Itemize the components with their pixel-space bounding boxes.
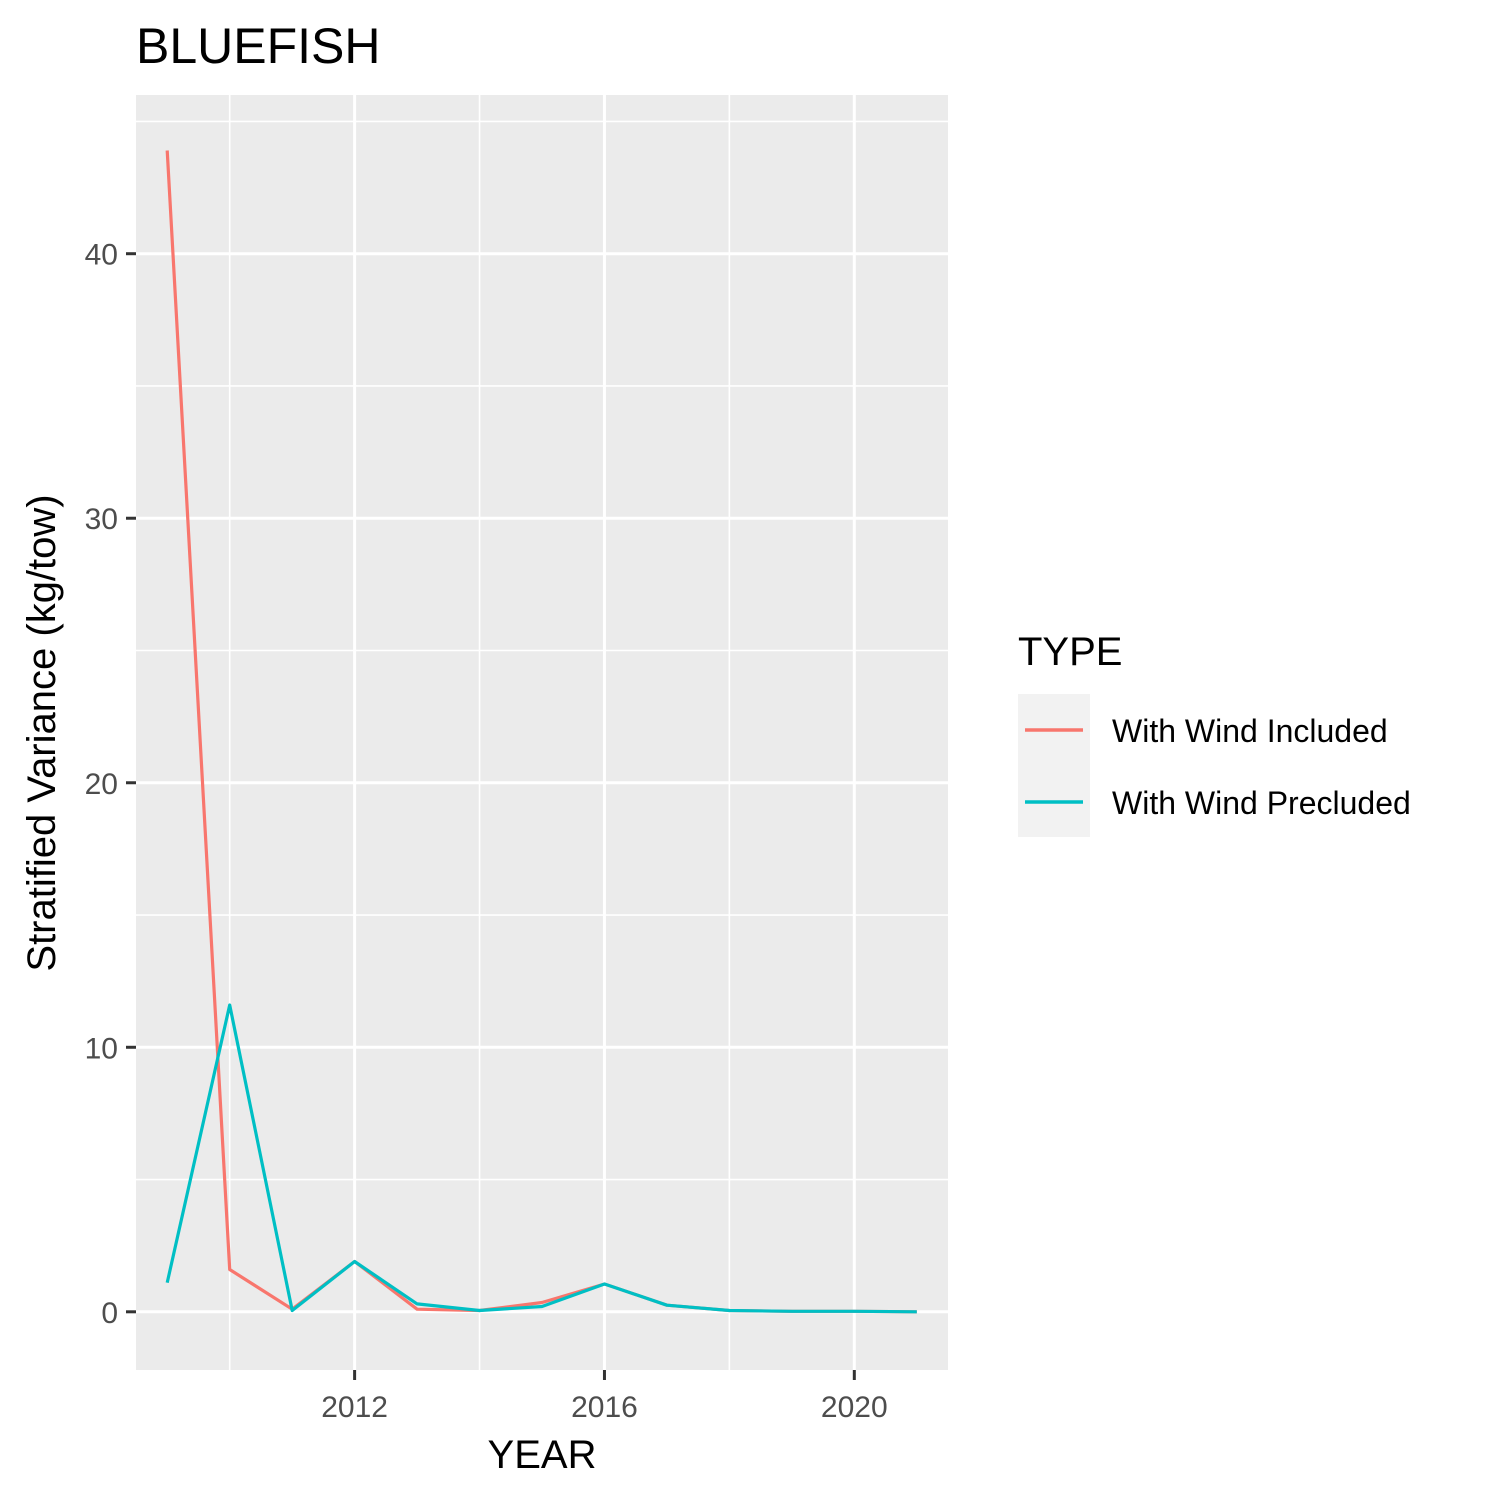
y-axis-title: Stratified Variance (kg/tow) xyxy=(20,494,64,971)
chart-title: BLUEFISH xyxy=(136,18,381,74)
y-tick-label: 30 xyxy=(85,503,118,536)
legend-label: With Wind Precluded xyxy=(1112,785,1411,821)
y-axis: 0 10 20 30 40 xyxy=(85,239,136,1330)
legend-title: TYPE xyxy=(1018,630,1122,674)
grid-major xyxy=(136,95,948,1370)
y-tick-label: 40 xyxy=(85,239,118,272)
x-axis-title: YEAR xyxy=(488,1433,597,1477)
series-layer xyxy=(165,150,917,1314)
y-tick-label: 0 xyxy=(101,1297,118,1330)
series-line xyxy=(165,1003,917,1314)
legend: TYPE With Wind Included With Wind Preclud… xyxy=(1018,630,1411,837)
x-tick-label: 2016 xyxy=(571,1391,638,1424)
grid-minor xyxy=(136,95,948,1370)
x-tick-label: 2012 xyxy=(321,1391,388,1424)
x-tick-label: 2020 xyxy=(821,1391,888,1424)
y-tick-label: 10 xyxy=(85,1032,118,1065)
legend-items: With Wind Included With Wind Precluded xyxy=(1025,713,1411,821)
legend-key-background xyxy=(1018,694,1090,837)
y-tick-label: 20 xyxy=(85,768,118,801)
x-axis: 2012 2016 2020 xyxy=(321,1370,888,1424)
plot-panel xyxy=(136,95,948,1370)
legend-label: With Wind Included xyxy=(1112,713,1388,749)
